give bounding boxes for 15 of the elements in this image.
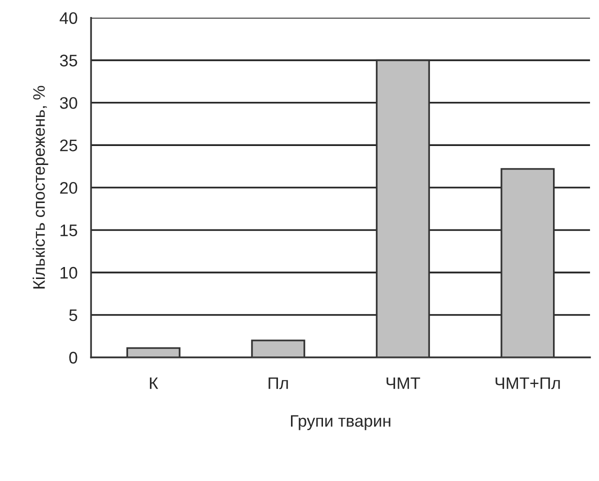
y-tick-label: 30 xyxy=(60,97,78,109)
y-tick-label: 15 xyxy=(60,224,78,236)
x-tick-label: Пл xyxy=(268,377,288,390)
y-tick-label: 25 xyxy=(60,140,78,152)
x-tick-label: ЧМТ xyxy=(386,377,420,389)
y-tick-label: 40 xyxy=(60,12,78,24)
y-tick-label: 35 xyxy=(60,54,78,66)
y-tick-label: 5 xyxy=(69,310,78,322)
y-tick-label: 20 xyxy=(60,182,78,194)
y-tick-label: 0 xyxy=(69,352,78,364)
y-axis-title: Кількість спостережень, % xyxy=(32,86,48,288)
y-tick-label: 10 xyxy=(60,266,78,279)
x-tick-label: ЧМТ+Пл xyxy=(496,377,560,390)
x-axis-title: Групи тварин xyxy=(290,415,390,430)
x-tick-label: К xyxy=(150,377,158,389)
